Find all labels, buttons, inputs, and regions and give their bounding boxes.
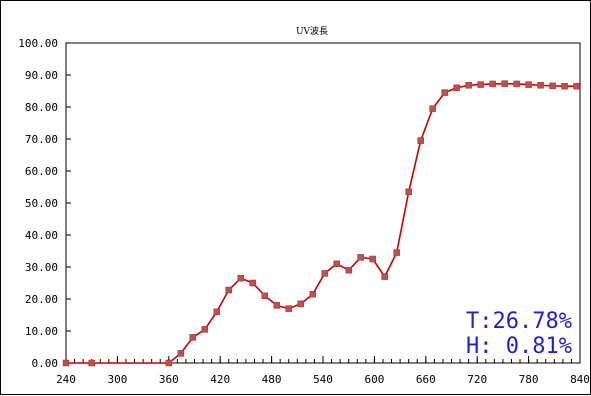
y-tick-label: 40.00: [25, 229, 58, 242]
y-tick-label: 30.00: [25, 261, 58, 274]
y-tick-label: 10.00: [25, 325, 58, 338]
data-point: [297, 300, 304, 308]
y-tick-label: 70.00: [25, 133, 58, 146]
data-point: [393, 249, 400, 256]
data-point: [417, 137, 424, 144]
data-point: [465, 81, 472, 89]
data-point: [537, 81, 544, 89]
data-point: [177, 350, 185, 357]
data-point: [381, 273, 388, 280]
data-point: [333, 260, 340, 268]
data-point: [369, 255, 376, 263]
y-tick-label: 90.00: [25, 69, 58, 82]
data-point: [309, 290, 316, 298]
data-point: [165, 359, 173, 367]
x-tick-label: 660: [416, 373, 436, 386]
data-point: [201, 326, 209, 333]
data-point: [501, 80, 508, 87]
x-tick-label: 420: [210, 373, 230, 386]
data-point: [561, 82, 568, 90]
data-point: [345, 266, 352, 274]
data-point: [213, 308, 221, 316]
data-point: [249, 279, 257, 287]
x-axis: 240 300 360 420 480 540 600 660 720 780 840: [56, 356, 590, 386]
chart-title: UV波長: [296, 25, 328, 37]
data-point: [237, 274, 245, 282]
y-tick-label: 50.00: [25, 197, 58, 210]
transmittance-annotation: T:26.78%: [466, 309, 572, 334]
data-point: [441, 89, 448, 96]
data-point: [261, 292, 268, 300]
y-tick-label: 100.00: [18, 37, 58, 50]
data-point: [273, 302, 280, 309]
data-point: [477, 81, 484, 88]
data-point: [62, 359, 70, 367]
data-point: [429, 105, 436, 112]
data-point: [357, 254, 364, 261]
data-point: [189, 334, 197, 341]
data-point: [405, 188, 412, 196]
data-point: [525, 81, 532, 88]
data-point: [453, 84, 460, 92]
data-point: [573, 82, 580, 90]
x-tick-label: 540: [313, 373, 333, 386]
haze-annotation: H: 0.81%: [466, 334, 572, 359]
y-axis: 0.00 10.00 20.00 30.00 40.00 50.00 60.00 70.00 8…: [18, 37, 71, 370]
x-tick-label: 300: [107, 373, 127, 386]
series-layer: [62, 80, 580, 367]
x-tick-label: 780: [519, 373, 539, 386]
y-tick-label: 20.00: [25, 293, 58, 306]
x-tick-label: 840: [570, 373, 590, 386]
y-tick-label: 80.00: [25, 101, 58, 114]
data-point: [88, 359, 95, 367]
x-tick-label: 240: [56, 373, 76, 386]
data-point: [285, 305, 292, 312]
data-point: [489, 80, 496, 88]
data-point: [321, 270, 328, 277]
data-point: [513, 80, 520, 88]
data-point: [225, 286, 233, 294]
x-tick-label: 480: [262, 373, 282, 386]
x-tick-label: 360: [159, 373, 179, 386]
y-tick-label: 0.00: [32, 357, 59, 370]
y-tick-label: 60.00: [25, 165, 58, 178]
data-point: [549, 82, 556, 90]
x-tick-label: 720: [467, 373, 487, 386]
x-tick-label: 600: [364, 373, 384, 386]
